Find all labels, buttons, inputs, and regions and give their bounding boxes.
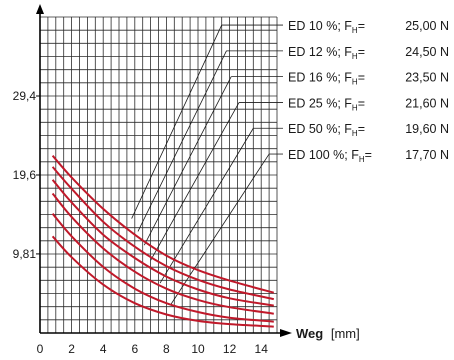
leader-lines (131, 24, 270, 305)
legend-force-value: 17,70 N (405, 148, 449, 162)
x-tick-label: 8 (163, 342, 170, 356)
legend-equals: = (358, 45, 365, 59)
grid (39, 16, 278, 334)
x-tick-label: 4 (100, 342, 107, 356)
x-axis-arrow (280, 329, 292, 337)
legend-force-value: 23,50 N (405, 71, 449, 85)
legend-force-value: 25,00 N (405, 19, 449, 33)
leader-line (137, 50, 227, 232)
x-tick-label: 12 (223, 342, 237, 356)
leader-line (170, 153, 270, 305)
force-curve (51, 235, 274, 328)
legend-subscript: H (352, 129, 358, 138)
legend-entry: ED 50 %; FH= (288, 122, 365, 138)
x-axis-label: Weg [mm] (296, 326, 360, 341)
y-axis-arrow (36, 4, 44, 14)
legend-subscript: H (352, 78, 358, 87)
x-axis-label-main: Weg (296, 326, 323, 341)
legend-entry: ED 10 %; FH= (288, 19, 365, 35)
force-curve (51, 155, 275, 294)
force-curve (51, 179, 274, 307)
legend: ED 10 %; FH= 25,00 NED 12 %; FH= 24,50 NED… (221, 19, 449, 164)
legend-label: ED 10 %; F (288, 19, 352, 33)
legend-equals: = (358, 96, 365, 110)
legend-force-value: 19,60 N (405, 122, 449, 136)
y-tick-label: 29,4 (13, 89, 37, 103)
axes: Weg [mm] (36, 4, 360, 341)
legend-entry: ED 16 %; FH= (288, 71, 365, 87)
legend-subscript: H (352, 26, 358, 35)
x-tick-label: 10 (191, 342, 205, 356)
legend-entry: ED 25 %; FH= (288, 96, 365, 112)
legend-entry: ED 12 %; FH= (288, 45, 365, 61)
y-tick-label: 9,81 (13, 247, 37, 261)
leader-line (143, 76, 232, 246)
x-tick-label: 6 (131, 342, 138, 356)
legend-label: ED 16 %; F (288, 71, 352, 85)
legend-label: ED 25 %; F (288, 96, 352, 110)
x-tick-labels: 0 2 4 6 8 10 12 14 (37, 342, 269, 356)
force-curve (51, 192, 274, 315)
legend-entry: ED 100 %; FH= (288, 148, 372, 164)
force-curves (51, 155, 275, 328)
legend-label: ED 12 %; F (288, 45, 352, 59)
legend-subscript: H (352, 52, 358, 61)
leader-line (159, 128, 254, 284)
x-tick-label: 2 (68, 342, 75, 356)
y-tick-labels: 9,81 19,6 29,4 (13, 89, 40, 261)
legend-force-value: 21,60 N (405, 96, 449, 110)
legend-subscript: H (352, 103, 358, 112)
x-tick-label: 0 (37, 342, 44, 356)
legend-equals: = (358, 122, 365, 136)
legend-label: ED 100 %; F (288, 148, 359, 162)
leader-line (131, 24, 223, 219)
legend-equals: = (358, 19, 365, 33)
force-curve (51, 166, 275, 301)
legend-force-value: 24,50 N (405, 45, 449, 59)
legend-equals: = (365, 148, 372, 162)
y-tick-label: 19,6 (13, 168, 37, 182)
legend-label: ED 50 %; F (288, 122, 352, 136)
legend-subscript: H (359, 155, 365, 164)
legend-equals: = (358, 71, 365, 85)
x-axis-label-unit: [mm] (331, 326, 360, 341)
x-tick-label: 14 (255, 342, 269, 356)
leader-line (150, 102, 240, 261)
force-curve (51, 213, 274, 323)
